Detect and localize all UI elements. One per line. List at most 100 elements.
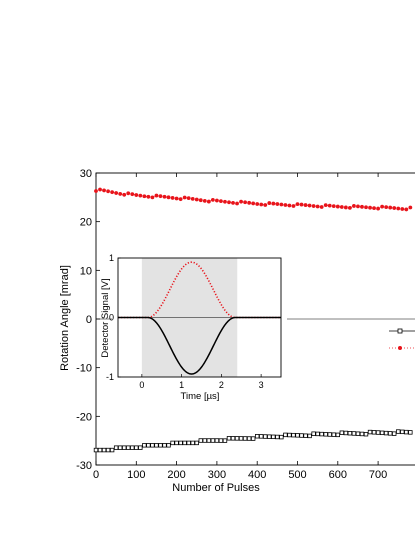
data-point [170,196,175,200]
data-point [166,443,171,448]
data-point [408,205,413,210]
legend-marker [398,346,402,350]
data-point [202,438,208,443]
data-point [251,201,256,206]
data-point [97,447,103,453]
data-point [154,193,159,198]
data-point [138,193,143,198]
data-point [218,438,224,443]
data-point [327,203,332,208]
inset-series-1 [118,316,281,375]
data-point [182,195,187,200]
data-point [146,443,151,448]
data-point [259,202,264,207]
data-point [279,434,284,440]
main-y-tick-label: 20 [80,217,92,229]
data-point [154,443,159,448]
data-point [271,201,276,206]
main-x-ticks: 0 100 200 300 400 500 600 700 [93,173,387,481]
data-point [242,436,248,441]
main-y-tick-label: 0 [86,314,92,326]
data-point [376,206,380,211]
data-point [271,434,276,440]
data-point [287,432,292,438]
legend-marker [397,328,403,334]
data-point [331,432,336,437]
data-point [335,432,340,438]
data-point [283,203,288,207]
data-point [158,443,163,448]
data-point [367,429,373,435]
data-point [210,197,215,202]
data-point [238,436,244,441]
data-point [352,204,356,208]
data-point [166,195,171,200]
main-y-tick-label: -10 [76,363,92,375]
data-point [311,204,316,208]
inset-x-axis-label: Time [µs] [181,391,220,402]
data-point [363,431,369,437]
data-point [93,447,99,453]
data-point [206,199,211,204]
data-point [178,197,183,202]
data-point [109,447,115,453]
data-point [194,440,199,446]
main-x-tick-label: 100 [127,469,145,481]
data-point [105,447,111,453]
data-point [360,204,364,209]
data-point [387,431,393,436]
data-point [106,189,110,194]
data-point [126,191,131,196]
inset-chart: 0 1 2 3 -1 0 1 Time [µs] Detector Signal [V] [100,252,287,402]
data-point [356,204,360,209]
data-point [178,440,183,446]
data-point [263,203,268,207]
inset-y-tick-label: -1 [106,372,114,382]
data-point [279,202,284,207]
data-point [291,432,296,438]
data-point [226,436,232,441]
data-point [223,199,227,204]
data-point [315,204,320,209]
data-point [295,202,300,206]
data-point [198,438,203,443]
data-point [267,434,272,439]
main-x-tick-label: 500 [288,469,306,481]
inset-y-tick-label: 0 [109,313,114,323]
data-point [400,429,405,435]
data-point [162,443,167,448]
data-point [158,194,163,199]
main-x-tick-label: 200 [167,469,185,481]
data-point [307,203,312,208]
data-point [117,445,123,450]
data-point [339,205,344,209]
main-y-axis-label: Rotation Angle [mrad] [59,265,71,371]
inset-y-tick-label: 1 [109,253,114,263]
inset-x-ticks: 0 1 2 3 [139,374,264,390]
data-point [101,447,107,453]
data-point [230,436,236,441]
data-point [202,198,207,203]
inset-series [118,261,281,375]
data-point [210,438,216,443]
data-point [339,430,345,435]
data-point [206,438,212,443]
data-point [186,440,191,446]
data-point [392,206,397,210]
data-point [291,204,296,208]
data-point [214,438,220,443]
data-point [372,206,376,211]
data-point [122,192,127,197]
data-point [186,196,191,201]
data-point [130,445,135,450]
data-point [113,445,119,450]
main-chart: 0 100 200 300 400 500 600 700 -30-20-100102030 … [59,168,415,494]
main-y-tick-label: -20 [76,411,92,423]
data-point [198,198,203,203]
series-0 [94,187,413,212]
data-point [162,194,167,199]
data-point [287,203,292,208]
data-point [275,202,280,206]
main-x-tick-label: 600 [329,469,347,481]
